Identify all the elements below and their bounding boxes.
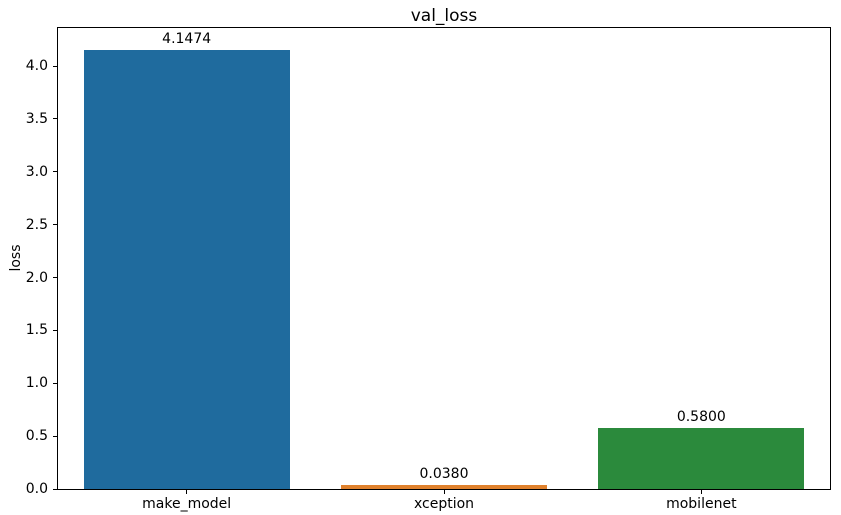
x-tick-mark [443,490,445,494]
x-tick-label: mobilenet [666,496,737,512]
y-tick-mark [53,382,57,384]
y-tick-mark [53,435,57,437]
bar-mobilenet [598,427,805,489]
bar-value-label: 0.5800 [676,408,726,425]
bar-value-label: 4.1474 [162,31,212,48]
bar-xception [341,484,547,489]
y-tick-mark [53,171,57,173]
bar-make_model [83,50,290,489]
y-tick-label: 3.5 [25,110,48,127]
y-tick-mark [53,277,57,279]
x-tick-label: xception [413,496,475,512]
bar-value-label: 0.0380 [419,465,469,482]
chart-title: val_loss [410,6,478,26]
y-tick-label: 0.5 [25,428,48,445]
y-tick-label: 4.0 [25,58,48,75]
y-tick-mark [53,224,57,226]
x-tick-label: make_model [142,496,232,512]
y-tick-label: 0.0 [25,481,48,497]
y-tick-mark [53,118,57,120]
plot-area: 0.0 0.5 1.0 1.5 2.0 2.5 3.0 3.5 4.0 4.1474 make_mo… [26,27,831,511]
y-tick-label: 3.0 [25,163,48,180]
y-tick-label: 2.5 [25,216,48,233]
y-tick-label: 2.0 [25,269,48,286]
y-axis-label: loss [8,244,24,272]
y-tick-mark [53,488,57,490]
y-tick-mark [53,329,57,331]
x-tick-mark [186,490,188,494]
y-tick-label: 1.0 [25,375,48,392]
y-tick-label: 1.5 [25,322,48,339]
x-tick-mark [700,490,702,494]
y-tick-mark [53,65,57,67]
